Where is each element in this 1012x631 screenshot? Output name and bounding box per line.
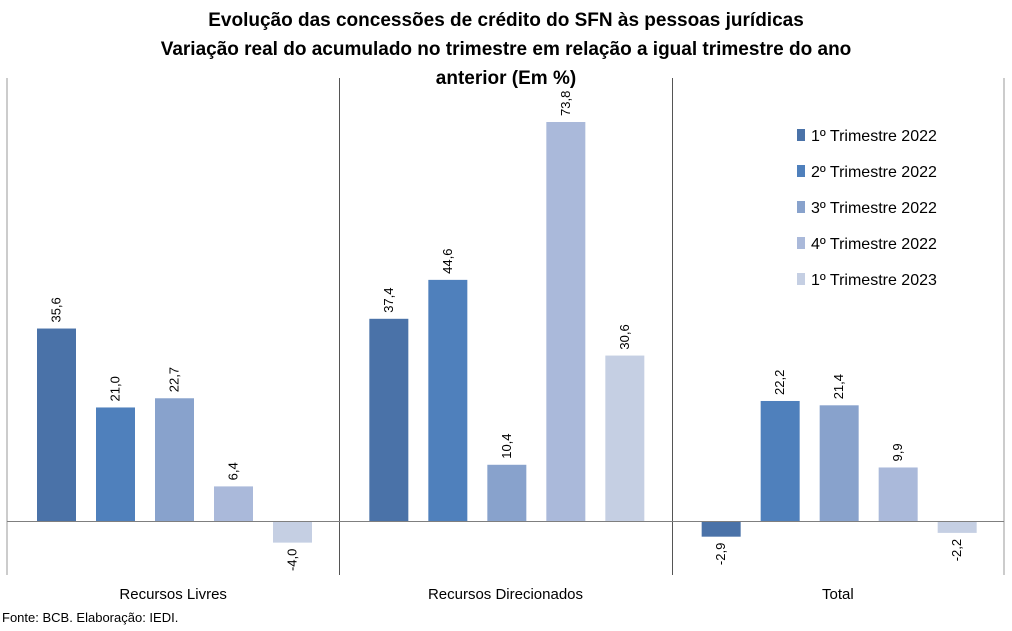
bar-recursos-direcionados-3	[487, 464, 527, 521]
legend-swatch	[797, 129, 805, 141]
bar-recursos-direcionados-5	[605, 355, 645, 521]
bar-recursos-livres-4	[214, 486, 253, 521]
data-label: -2,2	[949, 539, 964, 561]
chart-title-line-1: Evolução das concessões de crédito do SF…	[208, 10, 804, 31]
bar-recursos-livres-3	[155, 398, 194, 521]
category-label: Recursos Livres	[119, 586, 227, 603]
bar-total-5	[937, 521, 977, 533]
bar-total-2	[760, 400, 800, 521]
bar-total-1	[701, 521, 741, 537]
data-label: 10,4	[499, 433, 514, 458]
bar-recursos-direcionados-4	[546, 122, 586, 521]
data-label: 9,9	[890, 443, 905, 461]
legend-label: 2º Trimestre 2022	[811, 164, 937, 181]
legend-swatch	[797, 165, 805, 177]
data-label: 44,6	[440, 249, 455, 274]
data-label: 30,6	[617, 324, 632, 349]
category-label: Recursos Direcionados	[428, 586, 583, 603]
data-label: 22,7	[167, 367, 182, 392]
data-label: 37,4	[381, 287, 396, 312]
legend-label: 1º Trimestre 2023	[811, 272, 937, 289]
legend-swatch	[797, 201, 805, 213]
chart-title-line-2: Variação real do acumulado no trimestre …	[160, 39, 852, 60]
data-label: 22,2	[772, 370, 787, 395]
legend-label: 3º Trimestre 2022	[811, 200, 937, 217]
bar-recursos-direcionados-1	[369, 318, 409, 521]
bar-total-3	[819, 405, 859, 521]
bar-recursos-livres-1	[37, 328, 76, 521]
data-label: -2,9	[713, 543, 728, 565]
chart-title: Evolução das concessões de crédito do SF…	[0, 6, 1012, 93]
data-label: 21,4	[831, 374, 846, 399]
data-label: 35,6	[49, 297, 64, 322]
legend-swatch	[797, 273, 805, 285]
data-label: 73,8	[558, 91, 573, 116]
legend-label: 1º Trimestre 2022	[811, 128, 937, 145]
chart-title-line-3: anterior (Em %)	[435, 68, 577, 89]
bar-recursos-direcionados-2	[428, 279, 468, 521]
source-note: Fonte: BCB. Elaboração: IEDI.	[2, 610, 179, 625]
legend-swatch	[797, 237, 805, 249]
bar-recursos-livres-2	[96, 407, 135, 521]
data-label: 6,4	[226, 462, 241, 480]
bar-total-4	[878, 467, 918, 521]
legend-label: 4º Trimestre 2022	[811, 236, 937, 253]
bar-recursos-livres-5	[273, 521, 312, 543]
category-label: Total	[822, 586, 854, 603]
data-label: -4,0	[285, 549, 300, 571]
data-label: 21,0	[108, 376, 123, 401]
